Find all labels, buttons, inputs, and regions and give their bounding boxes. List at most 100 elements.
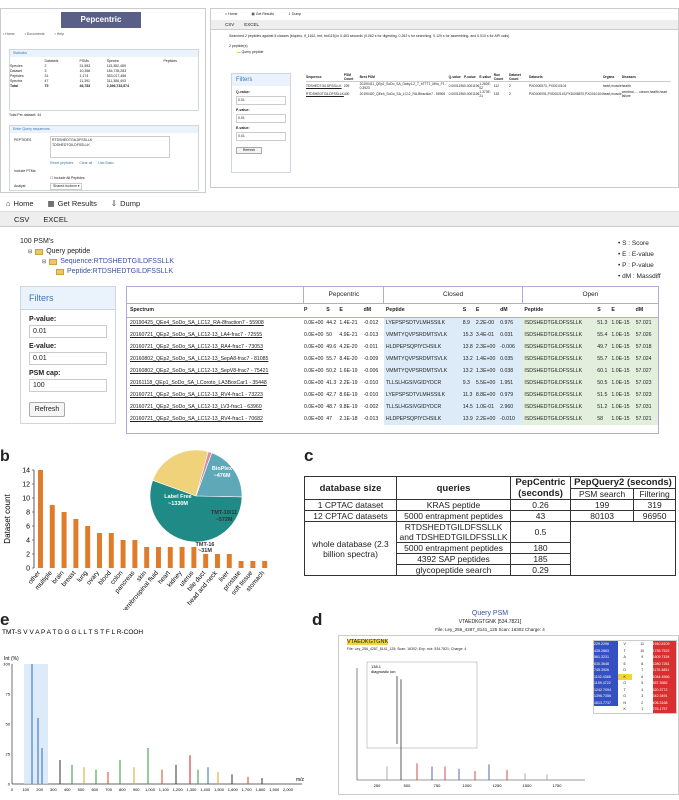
psm-cap-input[interactable]: 100 bbox=[29, 379, 107, 392]
legend-item: • P : P-value bbox=[618, 262, 654, 269]
col-closed-peptide[interactable]: Peptide bbox=[385, 306, 405, 313]
x-tick-label: 250 bbox=[374, 783, 381, 788]
psm-row[interactable]: 20160721_QEp2_SoDo_SA_LC12-13_LV3-frac1 … bbox=[127, 401, 658, 413]
col-open-e[interactable]: E bbox=[611, 306, 615, 313]
col-dm[interactable]: dM bbox=[363, 306, 372, 313]
fragment-residue: N bbox=[617, 699, 632, 706]
mini-nav-help[interactable]: ▪ Help bbox=[54, 32, 64, 36]
fragment-index: 7 bbox=[641, 668, 644, 672]
mini-csv-tab[interactable]: CSV bbox=[225, 22, 235, 27]
excel-tab[interactable]: EXCEL bbox=[43, 215, 69, 224]
mini-q-input[interactable]: 0.01 bbox=[236, 96, 286, 105]
mini-results-row[interactable]: TDSHEDTGILDFSSLLK 209 20190411_QEp2_SoDo_S… bbox=[306, 82, 631, 90]
psm-cell[interactable]: 20160721_QEp2_SoDo_SA_LC12-13_RV4-frac1 … bbox=[130, 391, 263, 398]
psm-row[interactable]: 20160721_QEp2_SoDo_SA_LC12-13_RV4-frac1 … bbox=[127, 413, 658, 425]
mini-nav-home[interactable]: ▪ Home bbox=[3, 32, 15, 36]
bar bbox=[120, 540, 126, 568]
psm-cell: -0.009 bbox=[363, 355, 379, 362]
mini-excel-tab[interactable]: EXCEL bbox=[244, 22, 260, 27]
col-open-s[interactable]: S bbox=[597, 306, 601, 313]
col-closed-dm[interactable]: dM bbox=[500, 306, 508, 313]
home-link[interactable]: ⌂ Home bbox=[6, 199, 34, 208]
psm-row[interactable]: 20160802_QEp2_SoDo_SA_LC12-13_SepV8-frac… bbox=[127, 365, 658, 377]
tree-expander[interactable]: ⊟ bbox=[28, 248, 33, 255]
mini-tree-root-label: Query peptide bbox=[241, 50, 264, 54]
psm-row[interactable]: 20160721_QEp2_SoDo_SA_LC12-13_LA4-frac7 … bbox=[127, 329, 658, 341]
tree-expander[interactable]: ⊟ bbox=[42, 258, 47, 265]
query-line: TDSHEDTGILDFSSLLK bbox=[52, 143, 90, 147]
e-value-input[interactable]: 0.01 bbox=[29, 352, 107, 365]
psm-cell[interactable]: 20160802_QEp2_SoDo_SA_LC12-13_SepV8-frac… bbox=[130, 367, 269, 374]
fragment-b-ion: 1242.7094 bbox=[593, 686, 618, 693]
col-spectrum[interactable]: Spectrum bbox=[130, 306, 154, 313]
x-tick-label: 100 bbox=[22, 787, 29, 792]
fragment-residue: G bbox=[617, 680, 632, 687]
query-box: Enter Query sequences PEPTIDES RTDSHEDTG… bbox=[9, 125, 199, 191]
mini-dump-link[interactable]: ⇩ Dump bbox=[288, 12, 302, 16]
psm-cell[interactable]: 20160721_QEp2_SoDo_SA_LC12-13_RA4-frac7 … bbox=[130, 343, 263, 350]
fragment-b-ion: 229.2296 bbox=[593, 640, 618, 648]
mini-home-label: Home bbox=[228, 12, 238, 16]
tree-sequence[interactable]: ⊟ Sequence:RTDSHEDTGILDFSSLLK bbox=[42, 258, 174, 265]
psm-row[interactable]: 20190425_QEe4_SoDo_SA_LC12_RA-8fraction7… bbox=[127, 317, 658, 329]
mini-refresh-button[interactable]: Refresh bbox=[236, 147, 262, 154]
psm-cell[interactable]: 20160802_QEp2_SoDo_SA_LC12-13_SepA8-frac… bbox=[130, 355, 269, 362]
fragment-residue: D bbox=[617, 667, 632, 674]
psm-row[interactable]: 20160721_QEp2_SoDo_SA_LC12-13_RA4-frac7 … bbox=[127, 341, 658, 353]
psm-row[interactable]: 20161118_QEp1_SoDo_SA_LCoroto_LA3BoxCar1… bbox=[127, 377, 658, 389]
psm-cell: 5.5E+00 bbox=[475, 377, 501, 389]
psm-cell[interactable]: 20160721_QEp2_SoDo_SA_LC12-13_LV3-frac1 … bbox=[130, 403, 262, 410]
mini-p-input[interactable]: 0.01 bbox=[236, 114, 286, 123]
col-open-peptide[interactable]: Peptide bbox=[524, 306, 544, 313]
stats-header: PSMs bbox=[79, 59, 89, 63]
psm-cell[interactable]: 20160721_QEp2_SoDo_SA_LC12-13_LA4-frac7 … bbox=[130, 331, 263, 338]
mini-results-row[interactable]: RTDSHEDTGILDFSSLLK 400 20190420_QEe4_SoDo_… bbox=[306, 90, 668, 98]
bar bbox=[262, 561, 268, 568]
x-tick-label: 1,100 bbox=[159, 787, 170, 792]
pie-value-tmt1011: ~572M bbox=[216, 517, 233, 523]
csv-tab[interactable]: CSV bbox=[14, 215, 30, 224]
fragment-b-ion: 745.3926 bbox=[593, 667, 618, 674]
psm-cell[interactable]: 20160721_QEp2_SoDo_SA_LC12-13_RV4-frac1 … bbox=[130, 415, 263, 422]
col-closed-e[interactable]: E bbox=[475, 306, 480, 313]
fragment-row: 1613.7737 N 2 406.3168 bbox=[593, 699, 677, 706]
fragment-index: 6 bbox=[641, 674, 644, 679]
mini-summary: Searched 2 peptides against 5 classes [b… bbox=[229, 34, 510, 38]
psm-cell[interactable]: 20161118_QEp1_SoDo_SA_LCoroto_LA3BoxCar1… bbox=[130, 379, 267, 386]
analyst-select[interactable]: Shared isoform ▾ bbox=[50, 183, 83, 190]
mini-nav-documents[interactable]: ▪ Documents bbox=[24, 32, 45, 36]
perf-header-row: database size queries PepCentric (second… bbox=[304, 476, 676, 500]
psm-cell[interactable]: 20190425_QEe4_SoDo_SA_LC12_RA-8fraction7… bbox=[130, 320, 264, 326]
get-results-link[interactable]: ▦ Get Results bbox=[48, 199, 97, 208]
x-tick-label: 1,000 bbox=[145, 787, 156, 792]
psm-group-spacer bbox=[127, 287, 304, 303]
basic-link[interactable]: Use Basic bbox=[98, 161, 114, 165]
download-icon: ⇩ bbox=[110, 198, 118, 208]
col-p[interactable]: P bbox=[303, 306, 308, 313]
tree-root[interactable]: ⊟ Query peptide bbox=[28, 248, 90, 255]
col-e[interactable]: E bbox=[339, 306, 343, 313]
mini-e-input[interactable]: 0.01 bbox=[236, 132, 286, 141]
psm-row[interactable]: 20160802_QEp2_SoDo_SA_LC12-13_SepA8-frac… bbox=[127, 353, 658, 365]
include-checkbox[interactable]: ☐ Include All Peptides bbox=[50, 176, 85, 180]
psm-cell: 55.4 bbox=[597, 329, 612, 341]
query-textarea[interactable]: RTDSHEDTGILDFSSLLK TDSHEDTGILDFSSLLK bbox=[50, 136, 170, 158]
col-s[interactable]: S bbox=[326, 306, 330, 313]
psm-row[interactable]: 20160721_QEp2_SoDo_SA_LC12-13_RV4-frac1 … bbox=[127, 389, 658, 401]
col-closed-s[interactable]: S bbox=[462, 306, 467, 313]
y-tick-label: 100 bbox=[3, 662, 10, 667]
fragment-row: 1159.4722 G 5 657.3982 bbox=[593, 680, 677, 687]
bar bbox=[38, 470, 43, 568]
mini-home-link[interactable]: ⌂ Home bbox=[225, 12, 238, 16]
col-open-dm[interactable]: dM bbox=[635, 306, 644, 313]
clear-link[interactable]: Clear all bbox=[79, 161, 93, 165]
tree-peptide[interactable]: Peptide:RTDSHEDTGILDFSSLLK bbox=[56, 268, 173, 275]
mini-results-link[interactable]: ▦ Get Results bbox=[251, 12, 275, 16]
psm-cell: 1.6E-19 bbox=[339, 367, 358, 374]
refresh-button[interactable]: Refresh bbox=[29, 402, 65, 417]
dump-link[interactable]: ⇩ Dump bbox=[111, 199, 140, 208]
performance-table: database size queries PepCentric (second… bbox=[304, 476, 676, 576]
reset-link[interactable]: Reset peptides bbox=[50, 161, 74, 165]
p-value-input[interactable]: 0.01 bbox=[29, 325, 107, 338]
fragment-row: 745.3926 D 7 1170.4851 bbox=[593, 667, 677, 674]
